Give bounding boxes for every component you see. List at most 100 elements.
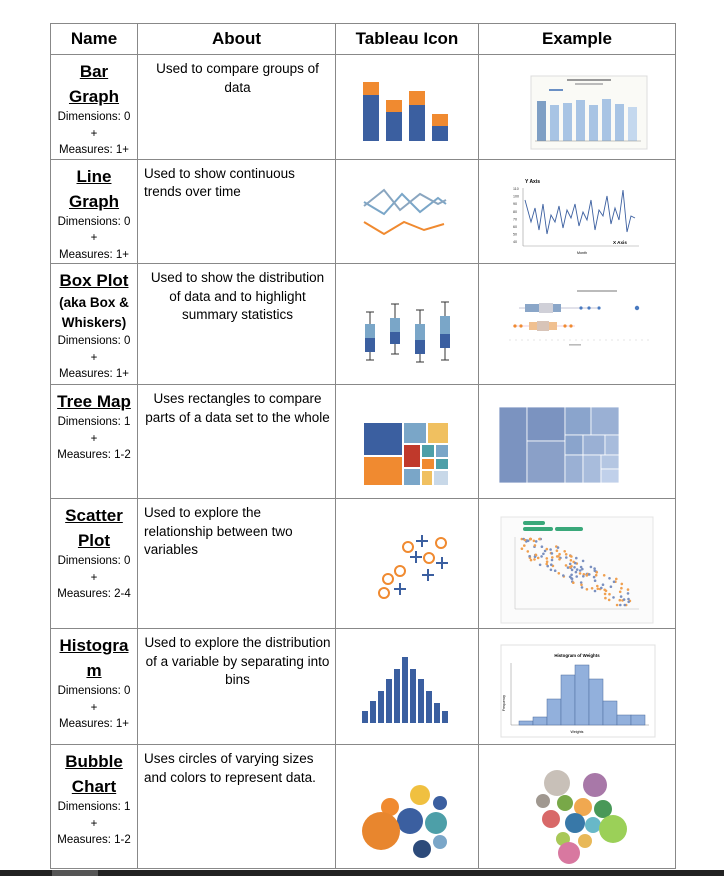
- line-example-y-tick: 110: [513, 187, 519, 191]
- line-example-x-sub: Month: [577, 251, 587, 255]
- line-example-y-tick: 70: [513, 217, 517, 221]
- scatter-example-dot: [590, 587, 594, 590]
- table-row-line-graph: Line Graph Dimensions: 0 + Measures: 1+ …: [50, 158, 676, 264]
- chart-name-link[interactable]: Graph: [68, 87, 120, 106]
- measures-text: Measures: 2-4: [57, 588, 131, 600]
- scatter-example-dot: [595, 571, 599, 574]
- scatter-example-dot: [575, 575, 578, 578]
- scatter-example-dot: [592, 575, 596, 579]
- histogram-example-ylabel: Frequency: [502, 695, 506, 711]
- table-row-tree-map: Tree Map Dimensions: 1 + Measures: 1-2 U…: [50, 384, 676, 499]
- box-plot-icon: [335, 263, 479, 385]
- scatter-example-dot: [608, 577, 611, 580]
- scatter-example-dot: [574, 561, 577, 565]
- line-example-y-tick: 80: [513, 209, 517, 213]
- scatter-example-dot: [534, 540, 538, 543]
- line-example-y-ticks: 110 100 90 80 70 60 50 40: [513, 187, 519, 244]
- scatter-example-dot: [575, 556, 578, 560]
- scatter-example-dot: [529, 558, 533, 562]
- plus-text: +: [90, 432, 98, 445]
- scatter-example-dot: [604, 596, 607, 600]
- scatter-example-dot: [623, 603, 627, 607]
- scatter-example-dot: [578, 569, 582, 572]
- tree-map-icon: [335, 384, 479, 499]
- scatter-example-dot: [570, 576, 573, 580]
- scatter-example-dot: [542, 552, 545, 556]
- scatter-example-dot: [609, 585, 613, 588]
- scatter-example-dot: [596, 587, 600, 591]
- scatter-example-dot: [550, 552, 554, 555]
- chart-types-table: Name About Tableau Icon Example Bar Grap…: [50, 23, 676, 869]
- scatter-example-dot: [626, 592, 630, 595]
- chart-name-link[interactable]: Histogra: [59, 636, 129, 655]
- name-cell: Bar Graph Dimensions: 0 + Measures: 1+: [50, 54, 138, 160]
- plus-text: +: [90, 351, 98, 364]
- horizontal-scrollbar[interactable]: [0, 870, 724, 876]
- scatter-example-dot: [575, 568, 579, 571]
- header-tableau-icon: Tableau Icon: [335, 23, 479, 55]
- scatter-example-dot: [622, 598, 626, 601]
- scrollbar-thumb[interactable]: [52, 870, 98, 876]
- scatter-example-dot: [602, 574, 606, 577]
- scatter-example-dot: [543, 549, 547, 553]
- measures-text: Measures: 1+: [59, 144, 129, 156]
- chart-name-link[interactable]: Scatter: [65, 506, 123, 525]
- chart-name-link[interactable]: Box Plot: [59, 271, 129, 290]
- scatter-example-dot: [570, 565, 573, 568]
- scatter-example-dot: [523, 544, 526, 547]
- line-example-y-tick: 60: [513, 225, 517, 229]
- scatter-example-dot: [528, 555, 531, 558]
- bar-graph-example-image: [478, 54, 676, 160]
- scatter-example-dot: [601, 583, 605, 586]
- chart-name-link[interactable]: Bar: [79, 62, 109, 81]
- about-text: Uses rectangles to compare parts of a da…: [137, 384, 336, 499]
- chart-name-link[interactable]: Graph: [68, 191, 120, 211]
- dimensions-text: Dimensions: 0: [57, 685, 131, 697]
- dimensions-text: Dimensions: 0: [57, 215, 131, 228]
- histogram-example-title: Histogram of Weights: [554, 653, 600, 658]
- histogram-example-image: Histogram of Weights Weights Frequency: [478, 628, 676, 745]
- scatter-example-dot: [562, 574, 565, 577]
- table-row-histogram: Histogra m Dimensions: 0 + Measures: 1+ …: [50, 628, 676, 745]
- chart-name-link[interactable]: Plot: [77, 531, 111, 550]
- line-example-y-tick: 90: [513, 202, 517, 206]
- chart-name-link[interactable]: Line: [76, 166, 112, 186]
- table-row-box-plot: Box Plot (aka Box & Whiskers) Dimensions…: [50, 263, 676, 385]
- chart-name-link[interactable]: Tree Map: [57, 392, 131, 411]
- about-text: Used to explore the distribution of a va…: [137, 628, 336, 745]
- chart-name-link[interactable]: Bubble: [65, 752, 123, 771]
- scatter-example-dot: [618, 590, 622, 594]
- scatter-example-dot: [573, 566, 576, 569]
- measures-text: Measures: 1+: [59, 248, 129, 261]
- scatter-example-dot: [589, 565, 593, 569]
- name-cell: Histogra m Dimensions: 0 + Measures: 1+: [50, 628, 138, 745]
- scatter-example-dot: [564, 564, 568, 567]
- scatter-example-dot: [526, 550, 530, 553]
- scatter-example-dot: [566, 566, 570, 569]
- scatter-example-dot: [549, 568, 553, 572]
- scatter-example-dot: [549, 548, 552, 551]
- scatter-example-dot: [550, 558, 554, 562]
- chart-name-link[interactable]: m: [86, 661, 102, 680]
- tree-map-example-image: [478, 384, 676, 499]
- scatter-example-dot: [551, 556, 554, 559]
- scatter-plot-example-image: [478, 498, 676, 629]
- scatter-example-dot: [607, 598, 611, 602]
- header-row: Name About Tableau Icon Example: [50, 23, 676, 55]
- scatter-example-dot: [564, 553, 568, 556]
- scatter-example-dot: [594, 573, 598, 577]
- scatter-example-dot: [612, 596, 615, 599]
- scatter-example-dot: [569, 554, 572, 558]
- scatter-example-dot: [520, 537, 524, 541]
- scatter-example-dot: [620, 586, 623, 590]
- scatter-example-dot: [534, 553, 538, 557]
- scatter-example-dot: [612, 580, 616, 584]
- chart-name-link[interactable]: Chart: [71, 777, 117, 796]
- histogram-example-xlabel: Weights: [571, 730, 584, 734]
- plus-text: +: [90, 127, 98, 140]
- header-about: About: [137, 23, 336, 55]
- scatter-example-dot: [585, 588, 589, 591]
- bar-graph-icon: [335, 54, 479, 160]
- scatter-example-dot: [619, 603, 622, 607]
- scatter-example-dot: [550, 563, 553, 566]
